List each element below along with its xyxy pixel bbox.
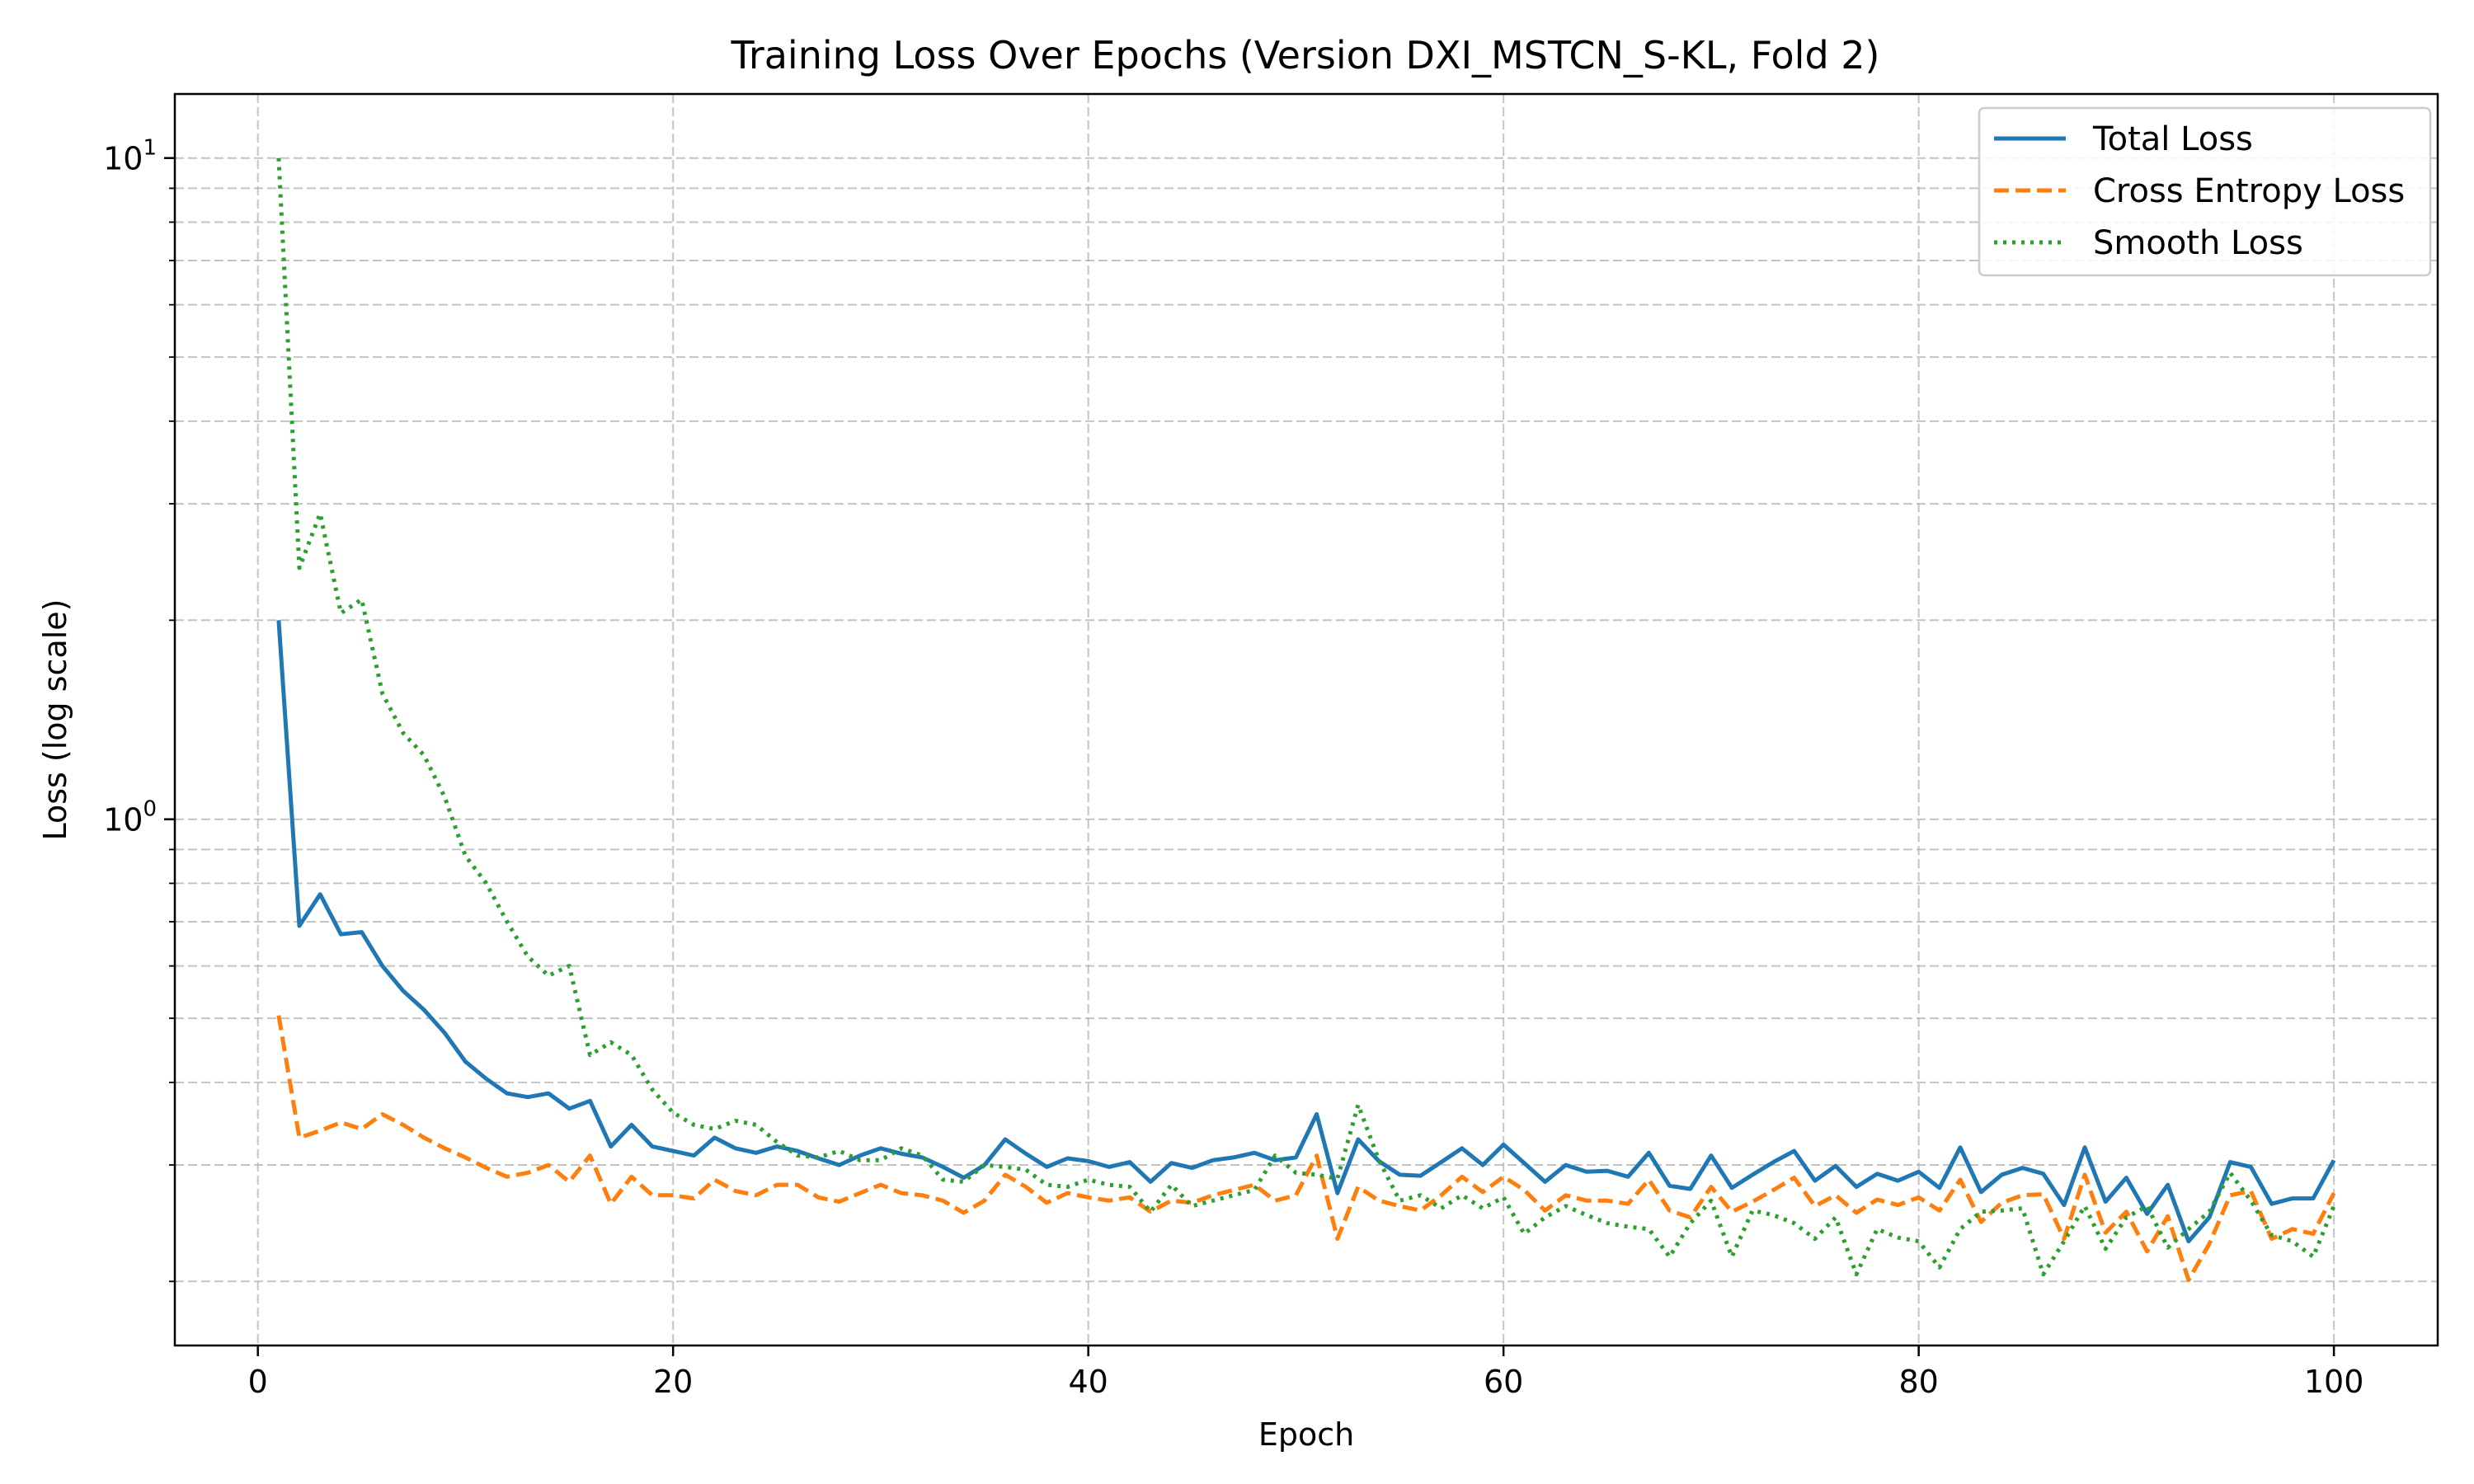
x-tick-label: 60 bbox=[1484, 1364, 1523, 1400]
legend-box bbox=[1978, 106, 2432, 277]
y-axis: 101 100 bbox=[103, 136, 175, 1283]
legend-label-smooth-loss: Smooth Loss bbox=[2093, 224, 2303, 262]
plot-area-frame bbox=[173, 92, 2439, 1347]
x-tick-label: 80 bbox=[1898, 1364, 1938, 1400]
x-axis-label: Epoch bbox=[1258, 1416, 1354, 1453]
legend: Total Loss Cross Entropy Loss Smooth Loss bbox=[1978, 106, 2432, 277]
y-axis-label: Loss (log scale) bbox=[37, 599, 73, 841]
y-tick-label: 101 bbox=[103, 136, 157, 177]
x-tick-label: 100 bbox=[2304, 1364, 2364, 1400]
series-line-cross-entropy-loss bbox=[276, 1015, 2336, 1282]
grid bbox=[175, 94, 2438, 1345]
x-tick-label: 40 bbox=[1068, 1364, 1108, 1400]
y-tick-label: 100 bbox=[103, 797, 157, 838]
x-tick-label: 0 bbox=[248, 1364, 268, 1400]
series-lines bbox=[276, 157, 2336, 1282]
x-axis: 0 20 40 60 80 100 bbox=[248, 1345, 2364, 1400]
legend-label-total-loss: Total Loss bbox=[2092, 120, 2253, 158]
chart-title: Training Loss Over Epochs (Version DXI_M… bbox=[730, 33, 1879, 77]
legend-label-cross-entropy-loss: Cross Entropy Loss bbox=[2093, 172, 2405, 210]
x-tick-label: 20 bbox=[653, 1364, 693, 1400]
series-line-total-loss bbox=[276, 620, 2336, 1244]
